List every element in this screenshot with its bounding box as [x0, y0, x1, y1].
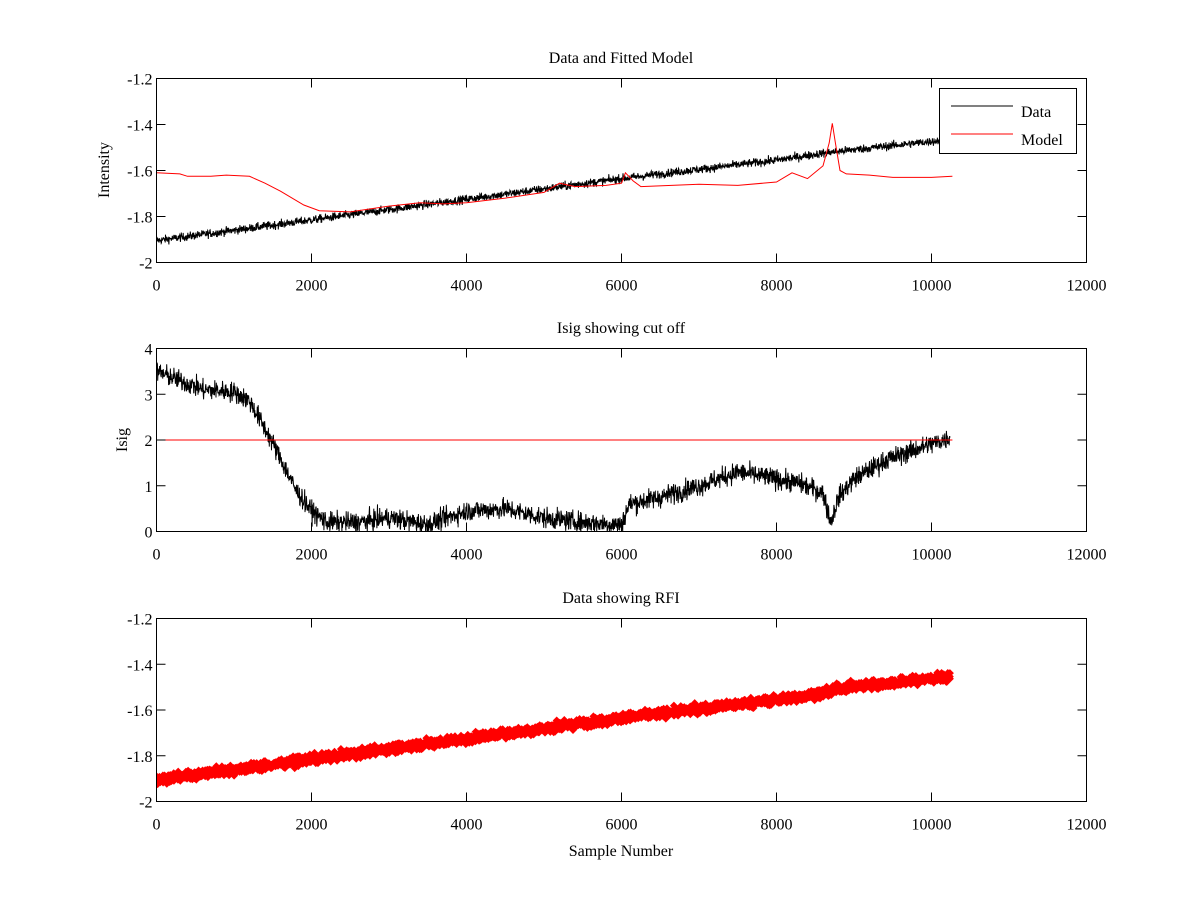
- y-axis-label: Intensity: [96, 142, 113, 198]
- x-axis-label: Sample Number: [569, 843, 674, 860]
- x-tick-label: 10000: [912, 817, 952, 834]
- axes-frame: [156, 78, 1087, 263]
- x-tick-label: 12000: [1067, 278, 1107, 295]
- x-tick-label: 4000: [451, 817, 483, 834]
- x-tick-label: 4000: [451, 547, 483, 564]
- x-tick-label: 0: [153, 817, 161, 834]
- y-tick-label: 3: [145, 387, 153, 404]
- axis-ticks: 0 2000 4000 6000 8000 10000 12000 0 1 2 3 4: [145, 342, 1107, 564]
- y-tick-label: 1: [145, 479, 153, 496]
- legend: Data Model: [939, 88, 1077, 154]
- axes-frame: [156, 348, 1087, 532]
- plot-area: [156, 362, 953, 532]
- y-tick-label: -1.2: [127, 612, 152, 629]
- plot-area: [156, 123, 953, 246]
- subplot-data-and-fitted-model: Data and Fitted Model Intensity 0 2000 400…: [96, 50, 1107, 295]
- y-tick-label: 0: [145, 525, 153, 542]
- legend-label-model: Model: [1021, 132, 1063, 149]
- x-tick-label: 2000: [296, 817, 328, 834]
- x-tick-label: 10000: [912, 547, 952, 564]
- x-tick-label: 6000: [606, 278, 638, 295]
- series-model: [156, 123, 953, 213]
- chart-title: Isig showing cut off: [557, 320, 686, 337]
- x-tick-label: 8000: [761, 817, 793, 834]
- y-tick-label: -1.8: [127, 749, 152, 766]
- axis-ticks: 0 2000 4000 6000 8000 10000 12000 -2 -1.8 -1.6 -1.…: [127, 72, 1106, 295]
- x-tick-label: 2000: [296, 278, 328, 295]
- x-tick-label: 4000: [451, 278, 483, 295]
- y-tick-label: -1.4: [127, 657, 152, 674]
- x-tick-label: 2000: [296, 547, 328, 564]
- legend-box: [939, 88, 1077, 154]
- subplot-isig-showing-cut-off: Isig showing cut off Isig 0 2000 4000 6000 8…: [114, 320, 1107, 564]
- x-tick-label: 6000: [606, 547, 638, 564]
- x-tick-label: 0: [153, 547, 161, 564]
- x-tick-label: 12000: [1067, 547, 1107, 564]
- y-tick-label: -2: [139, 795, 152, 812]
- series-data: [156, 135, 951, 246]
- chart-title: Data showing RFI: [562, 590, 679, 607]
- x-tick-label: 6000: [606, 817, 638, 834]
- x-tick-label: 12000: [1067, 817, 1107, 834]
- y-tick-label: -1.6: [127, 164, 152, 181]
- y-tick-label: 4: [145, 342, 153, 359]
- x-tick-label: 8000: [761, 278, 793, 295]
- x-tick-label: 10000: [912, 278, 952, 295]
- series-isig: [156, 362, 951, 532]
- y-tick-label: -2: [139, 256, 152, 273]
- y-tick-label: -1.8: [127, 210, 152, 227]
- legend-label-data: Data: [1021, 104, 1051, 121]
- scatter-markers: [156, 668, 954, 789]
- axes-frame: [156, 618, 1087, 802]
- subplot-data-showing-rfi: Data showing RFI Sample Number 0 2000 4000…: [127, 590, 1106, 860]
- y-tick-label: -1.4: [127, 118, 152, 135]
- y-tick-label: -1.6: [127, 703, 152, 720]
- x-tick-label: 8000: [761, 547, 793, 564]
- series-data-rfi-flagged: [156, 668, 954, 789]
- x-tick-label: 0: [153, 278, 161, 295]
- y-axis-label: Isig: [114, 428, 131, 452]
- y-tick-label: -1.2: [127, 72, 152, 89]
- y-tick-label: 2: [145, 433, 153, 450]
- plot-area: [156, 668, 954, 789]
- chart-title: Data and Fitted Model: [549, 50, 694, 67]
